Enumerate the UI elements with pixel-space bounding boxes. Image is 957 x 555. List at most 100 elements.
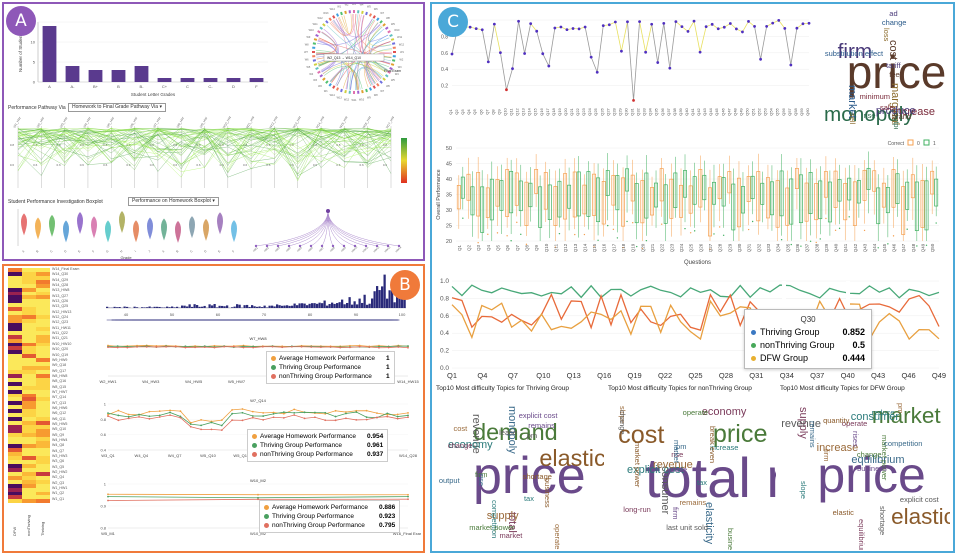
heatmap-cell[interactable] (8, 295, 22, 300)
heatmap-cell[interactable] (8, 417, 22, 421)
heatmap-cell[interactable] (22, 499, 36, 504)
wordcloud-word[interactable]: explicit cost (518, 410, 558, 420)
heatmap-cell[interactable] (36, 499, 50, 504)
heatmap-cell[interactable] (8, 377, 22, 382)
wordcloud-word[interactable]: demand (473, 418, 558, 445)
heatmap-cell[interactable] (22, 311, 36, 316)
wordcloud-word[interactable]: business (543, 477, 553, 508)
heatmap-cell[interactable] (8, 283, 22, 288)
heatmap-cell[interactable] (22, 299, 36, 304)
wordcloud-word[interactable]: firm (837, 40, 873, 64)
heatmap-cell[interactable] (8, 393, 22, 398)
wordcloud-word[interactable]: revenue (781, 418, 821, 431)
heatmap-cell[interactable] (36, 495, 50, 500)
wordcloud-word[interactable]: reduce (871, 407, 895, 417)
wordcloud-word[interactable]: remains (528, 420, 555, 430)
wordcloud-word[interactable]: market (499, 531, 523, 541)
heatmap-cell[interactable] (36, 373, 50, 378)
heatmap-cell[interactable] (22, 377, 36, 382)
heatmap-cell[interactable] (8, 389, 22, 394)
heatmap-cell[interactable] (22, 350, 36, 355)
wordcloud-word[interactable]: cost (453, 424, 468, 434)
wordcloud-word[interactable]: operate (552, 523, 562, 549)
heatmap-cell[interactable] (8, 456, 22, 461)
boxplot-select[interactable]: Performance on Homework Boxplot ▾ (128, 197, 219, 206)
heatmap-cell[interactable] (22, 389, 36, 394)
heatmap-cell[interactable] (36, 369, 50, 374)
heatmap-cell[interactable] (36, 358, 50, 363)
heatmap-cell[interactable] (8, 291, 22, 296)
heatmap-cell[interactable] (36, 471, 50, 476)
heatmap-cell[interactable] (36, 334, 50, 339)
heatmap-cell[interactable] (36, 307, 50, 312)
wordcloud-word[interactable]: economy (448, 438, 493, 451)
heatmap-cell[interactable] (22, 366, 36, 370)
wordcloud-word[interactable]: firm (671, 507, 681, 520)
wordcloud-word[interactable]: equilibrium (851, 453, 905, 466)
heatmap-cell[interactable] (8, 303, 22, 308)
pathway-select[interactable]: Homework to Final Grade Pathway Via ▾ (68, 103, 166, 112)
heatmap-cell[interactable] (22, 424, 36, 429)
wordcloud-word[interactable]: remains (679, 497, 707, 507)
wordcloud-word[interactable]: firm (474, 469, 488, 479)
heatmap-cell[interactable] (8, 334, 22, 339)
heatmap-cell[interactable] (22, 397, 36, 402)
wordcloud-word[interactable]: price (846, 45, 947, 98)
wordcloud-word[interactable]: pm (526, 430, 538, 440)
heatmap-cell[interactable] (22, 405, 36, 410)
heatmap-cell[interactable] (22, 487, 36, 492)
heatmap-cell[interactable] (8, 468, 22, 472)
heatmap-cell[interactable] (22, 338, 36, 343)
wordcloud-word[interactable]: last unit sold (666, 522, 708, 532)
heatmap-cell[interactable] (8, 326, 22, 331)
heatmap-cell[interactable] (36, 354, 50, 359)
wordcloud-word[interactable]: lease (669, 465, 688, 475)
heatmap-cell[interactable] (36, 291, 50, 296)
wordcloud-word[interactable]: firm (821, 449, 831, 462)
heatmap-cell[interactable] (8, 268, 22, 272)
heatmap-cell[interactable] (36, 299, 50, 304)
heatmap-cell[interactable] (8, 499, 22, 504)
wordcloud-word[interactable]: explicit cost (626, 464, 684, 477)
heatmap-cell[interactable] (8, 464, 22, 469)
heatmap-cell[interactable] (36, 409, 50, 414)
heatmap-cell[interactable] (8, 369, 22, 374)
wordcloud-word[interactable]: pm (895, 403, 905, 414)
heatmap-cell[interactable] (36, 483, 50, 488)
heatmap-cell[interactable] (36, 464, 50, 469)
heatmap-cell[interactable] (22, 334, 36, 339)
heatmap-cell[interactable] (8, 346, 22, 351)
heatmap-cell[interactable] (22, 330, 36, 335)
heatmap-cell[interactable] (36, 389, 50, 394)
wordcloud-word[interactable]: rise (863, 110, 876, 120)
wordcloud-word[interactable]: ad (889, 9, 898, 18)
wordcloud-word[interactable]: equilibrium point (856, 519, 866, 550)
heatmap-cell[interactable] (22, 436, 36, 441)
heatmap-cell[interactable] (36, 283, 50, 288)
heatmap-cell[interactable] (8, 342, 22, 347)
heatmap-cell[interactable] (8, 424, 22, 429)
heatmap-cell[interactable] (22, 475, 36, 480)
wordcloud-word[interactable]: business (726, 527, 736, 550)
heatmap-cell[interactable] (36, 268, 50, 272)
heatmap-cell[interactable] (36, 381, 50, 386)
heatmap-cell[interactable] (8, 432, 22, 437)
heatmap-cell[interactable] (36, 487, 50, 492)
wordcloud-word[interactable]: rise (477, 474, 487, 487)
heatmap-cell[interactable] (36, 279, 50, 284)
heatmap-cell[interactable] (36, 456, 50, 461)
heatmap-cell[interactable] (36, 271, 50, 276)
wordcloud-word[interactable]: market (871, 403, 941, 429)
wordcloud-word[interactable]: economy (701, 405, 747, 418)
wordcloud-word[interactable]: shortage (878, 505, 888, 535)
wordcloud-word[interactable]: change (618, 409, 628, 435)
wordcloud-word[interactable]: substitution effect (824, 49, 884, 59)
wordcloud-word[interactable]: change (856, 449, 882, 459)
wordcloud-word[interactable]: tax (697, 477, 708, 487)
heatmap-cell[interactable] (8, 315, 22, 319)
heatmap-cell[interactable] (22, 468, 36, 472)
wordcloud-word[interactable]: increase (816, 441, 859, 454)
heatmap-cell[interactable] (22, 432, 36, 437)
heatmap-cell[interactable] (8, 483, 22, 488)
heatmap-cell[interactable] (36, 448, 50, 453)
